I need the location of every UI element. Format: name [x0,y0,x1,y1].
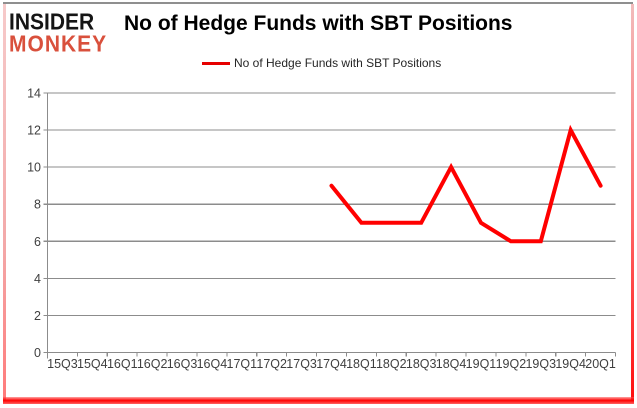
legend-line-swatch [202,61,230,65]
x-tick-label: 15Q3 [47,357,78,371]
x-tick-label: 16Q1 [107,357,138,371]
legend: No of Hedge Funds with SBT Positions [202,56,441,70]
x-tick-label: 19Q3 [525,357,556,371]
x-tick-label: 19Q1 [466,357,497,371]
insider-monkey-logo: INSIDER MONKEY [9,9,121,57]
x-tick-label: 16Q4 [197,357,228,371]
x-tick-label: 16Q3 [167,357,198,371]
chart-title: No of Hedge Funds with SBT Positions [124,12,513,35]
y-tick-label: 14 [27,87,41,101]
y-tick-label: 10 [27,161,41,175]
x-tick-label: 18Q2 [376,357,407,371]
frame-border-bottom [3,397,634,404]
legend-label: No of Hedge Funds with SBT Positions [234,56,442,70]
x-tick-label: 20Q1 [585,357,616,371]
frame-border-right [631,4,634,401]
x-tick-label: 15Q4 [77,357,108,371]
x-tick-label: 18Q4 [436,357,467,371]
x-tick-label: 18Q1 [346,357,377,371]
y-tick-label: 4 [34,272,41,286]
x-tick-label: 19Q2 [496,357,527,371]
x-tick-label: 16Q2 [137,357,168,371]
x-tick-label: 17Q3 [286,357,317,371]
x-tick-label: 18Q3 [406,357,437,371]
x-tick-label: 17Q4 [316,357,347,371]
frame-border-left [3,4,6,401]
x-tick-label: 19Q4 [555,357,586,371]
frame-border-top [3,2,633,4]
x-tick-label: 17Q2 [256,357,287,371]
y-tick-label: 8 [34,198,41,212]
logo-insider-text: INSIDER [9,9,95,35]
x-tick-label: 17Q1 [227,357,258,371]
y-tick-label: 12 [27,124,41,138]
series-line [329,124,603,244]
y-tick-label: 2 [34,309,41,323]
y-tick-label: 0 [34,346,41,360]
logo-monkey-text: MONKEY [9,31,108,57]
y-tick-label: 6 [34,235,41,249]
